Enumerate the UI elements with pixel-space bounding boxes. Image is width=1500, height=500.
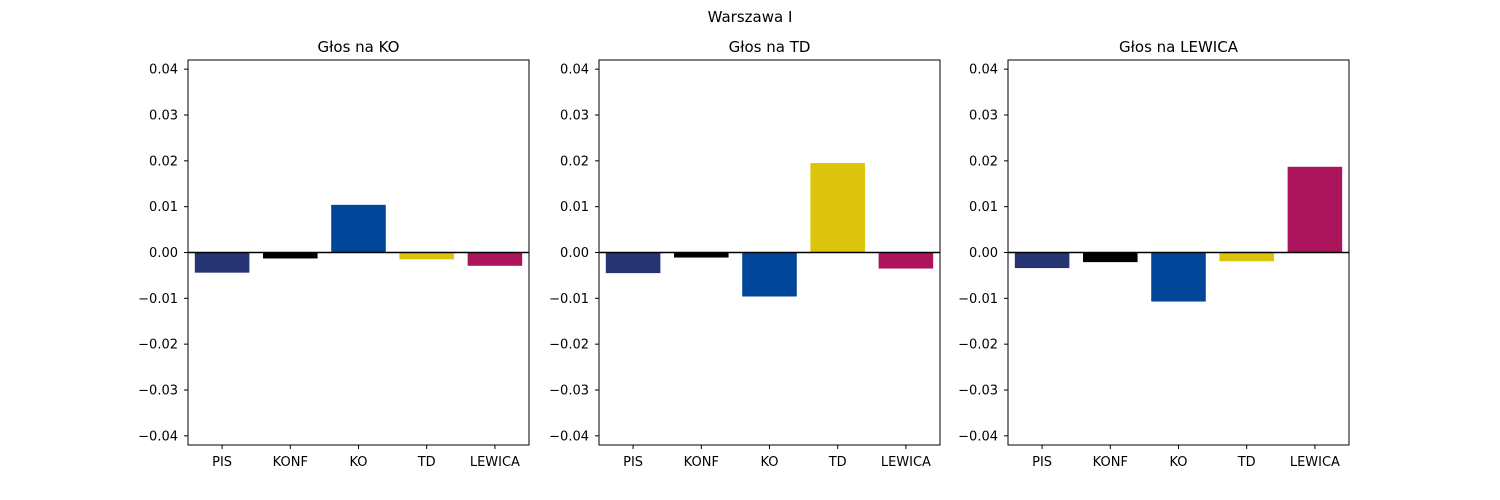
x-tick-label: KO: [1169, 455, 1187, 470]
chart-panel-2: Głos na TD PIS KONF KO TD LEWICA 0.04 0.03 0.02 0…: [549, 38, 941, 470]
y-tick-label: −0.02: [958, 338, 998, 353]
y-tick-label: 0.04: [149, 63, 178, 78]
figure-title: Warszawa I: [708, 8, 793, 26]
x-tick-label: LEWICA: [470, 455, 520, 470]
panel-title: Głos na TD: [729, 38, 811, 56]
x-tick-label: LEWICA: [1290, 455, 1340, 470]
y-tick-label: −0.01: [138, 292, 178, 307]
x-tick-label: PIS: [623, 455, 643, 470]
y-tick-label: −0.03: [549, 384, 589, 399]
bar-pis: [1014, 252, 1070, 269]
bar-pis: [605, 252, 661, 274]
bar-lewica: [467, 252, 523, 266]
chart-panel-1: Głos na KO PIS KONF KO TD LEWICA 0.04 0.03 0.02 0…: [138, 38, 530, 470]
y-tick-label: 0.01: [560, 200, 589, 215]
axes-frame: [1007, 59, 1350, 446]
chart-panels: Głos na KO PIS KONF KO TD LEWICA 0.04 0.03 0.02 0…: [138, 38, 1350, 470]
bar-pis: [194, 252, 250, 273]
y-tick-label: 0.01: [149, 200, 178, 215]
y-tick-label: −0.02: [138, 338, 178, 353]
axes-frame: [598, 59, 941, 446]
bar-ko: [331, 204, 386, 253]
bar-ko: [742, 252, 797, 297]
y-tick-label: 0.01: [969, 200, 998, 215]
x-tick-label: KONF: [1093, 455, 1128, 470]
y-tick-label: 0.03: [149, 109, 178, 124]
bar-konf: [263, 252, 318, 259]
y-tick-label: 0.02: [560, 154, 589, 169]
x-tick-label: KONF: [273, 455, 308, 470]
y-tick-label: −0.02: [549, 338, 589, 353]
x-tick-label: LEWICA: [881, 455, 931, 470]
y-tick-label: −0.01: [958, 292, 998, 307]
bar-td: [1219, 252, 1274, 262]
y-tick-label: −0.03: [958, 384, 998, 399]
axes-frame: [187, 59, 530, 446]
panel-title: Głos na KO: [318, 38, 400, 56]
y-tick-label: −0.04: [958, 429, 998, 444]
y-tick-label: −0.01: [549, 292, 589, 307]
bar-ko: [1151, 252, 1206, 302]
y-tick-label: 0.03: [969, 109, 998, 124]
x-tick-label: KONF: [684, 455, 719, 470]
y-tick-label: 0.02: [969, 154, 998, 169]
y-tick-label: 0.04: [560, 63, 589, 78]
panel-title: Głos na LEWICA: [1119, 38, 1239, 56]
x-tick-label: TD: [828, 455, 847, 470]
x-tick-label: KO: [349, 455, 367, 470]
x-tick-label: PIS: [212, 455, 232, 470]
bar-konf: [674, 252, 729, 258]
bar-td: [810, 163, 865, 253]
y-tick-label: 0.00: [149, 246, 178, 261]
x-tick-label: KO: [760, 455, 778, 470]
x-tick-label: PIS: [1032, 455, 1052, 470]
y-tick-label: 0.00: [560, 246, 589, 261]
y-tick-label: 0.04: [969, 63, 998, 78]
y-tick-label: 0.03: [560, 109, 589, 124]
bar-konf: [1083, 252, 1138, 263]
x-tick-label: TD: [417, 455, 436, 470]
bar-td: [399, 252, 454, 260]
y-tick-label: −0.04: [549, 429, 589, 444]
bar-lewica: [878, 252, 934, 269]
bar-lewica: [1287, 166, 1343, 253]
chart-panel-3: Głos na LEWICA PIS KONF KO TD LEWICA 0.04 0.03 0…: [958, 38, 1350, 470]
y-tick-label: 0.02: [149, 154, 178, 169]
y-tick-label: −0.03: [138, 384, 178, 399]
y-tick-label: 0.00: [969, 246, 998, 261]
x-tick-label: TD: [1237, 455, 1256, 470]
y-tick-label: −0.04: [138, 429, 178, 444]
